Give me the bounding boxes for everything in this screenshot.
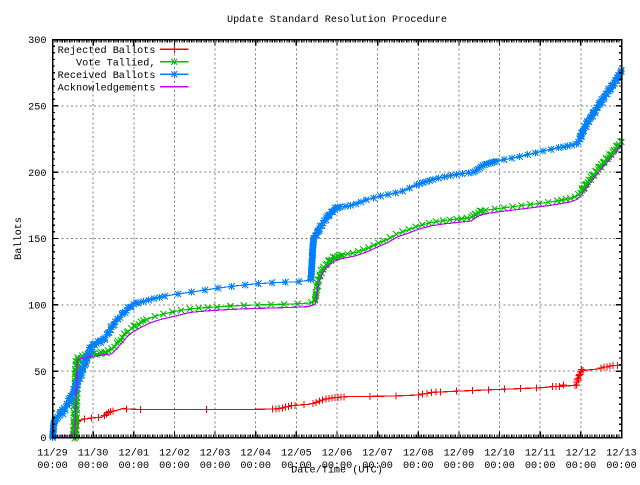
svg-text:11/29: 11/29 bbox=[37, 448, 68, 460]
svg-text:50: 50 bbox=[34, 368, 46, 379]
svg-text:11/30: 11/30 bbox=[78, 448, 109, 460]
svg-text:00:00: 00:00 bbox=[606, 461, 637, 472]
svg-text:12/03: 12/03 bbox=[200, 448, 231, 460]
svg-text:00:00: 00:00 bbox=[484, 461, 515, 472]
svg-text:12/04: 12/04 bbox=[240, 448, 271, 460]
svg-text:12/08: 12/08 bbox=[403, 448, 434, 460]
svg-text:0: 0 bbox=[40, 434, 46, 445]
svg-text:Update Standard Resolution Pro: Update Standard Resolution Procedure bbox=[227, 14, 447, 26]
svg-text:00:00: 00:00 bbox=[200, 461, 231, 472]
svg-text:00:00: 00:00 bbox=[566, 461, 597, 472]
svg-text:12/12: 12/12 bbox=[566, 448, 597, 460]
svg-text:00:00: 00:00 bbox=[119, 461, 150, 472]
svg-text:Ballots: Ballots bbox=[13, 217, 25, 260]
svg-text:200: 200 bbox=[28, 169, 46, 180]
svg-text:00:00: 00:00 bbox=[78, 461, 109, 472]
svg-text:Acknowledgements: Acknowledgements bbox=[58, 83, 156, 95]
svg-text:00:00: 00:00 bbox=[525, 461, 556, 472]
svg-text:12/11: 12/11 bbox=[525, 448, 556, 460]
svg-text:00:00: 00:00 bbox=[322, 461, 353, 472]
svg-text:12/07: 12/07 bbox=[362, 448, 393, 460]
svg-text:00:00: 00:00 bbox=[444, 461, 475, 472]
svg-text:00:00: 00:00 bbox=[37, 461, 68, 472]
svg-text:00:00: 00:00 bbox=[403, 461, 434, 472]
svg-text:12/01: 12/01 bbox=[119, 448, 150, 460]
svg-text:00:00: 00:00 bbox=[159, 461, 190, 472]
svg-text:300: 300 bbox=[28, 36, 46, 47]
svg-text:250: 250 bbox=[28, 103, 46, 114]
svg-text:12/13: 12/13 bbox=[606, 448, 637, 460]
svg-text:00:00: 00:00 bbox=[281, 461, 312, 472]
svg-text:00:00: 00:00 bbox=[240, 461, 271, 472]
svg-text:12/06: 12/06 bbox=[322, 448, 353, 460]
svg-text:00:00: 00:00 bbox=[362, 461, 393, 472]
svg-text:12/05: 12/05 bbox=[281, 448, 312, 460]
svg-text:100: 100 bbox=[28, 302, 46, 313]
svg-text:12/09: 12/09 bbox=[444, 448, 475, 460]
svg-text:150: 150 bbox=[28, 235, 46, 246]
svg-text:12/10: 12/10 bbox=[484, 448, 515, 460]
svg-text:Date/Time (UTC): Date/Time (UTC) bbox=[291, 465, 383, 477]
svg-text:Vote Tallied,: Vote Tallied, bbox=[76, 58, 155, 70]
svg-text:Rejected Ballots: Rejected Ballots bbox=[58, 45, 156, 57]
svg-text:Received Ballots: Received Ballots bbox=[58, 70, 156, 82]
svg-text:12/02: 12/02 bbox=[159, 448, 190, 460]
